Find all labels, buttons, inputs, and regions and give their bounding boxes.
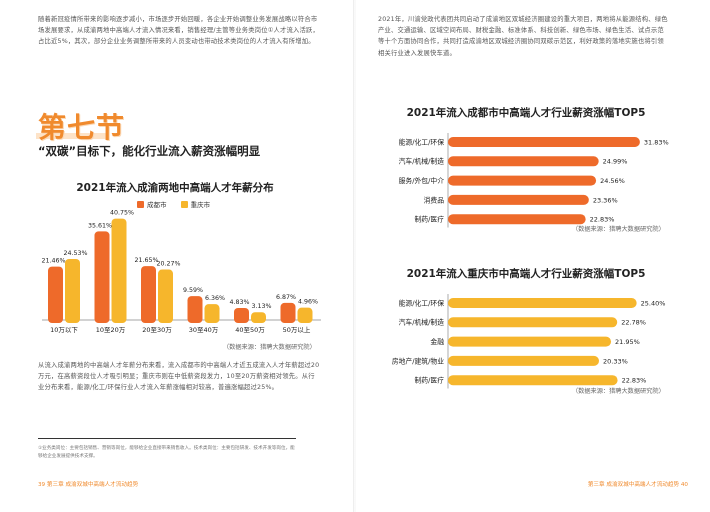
data-label: 20.33% — [603, 357, 628, 365]
data-label: 24.53% — [63, 250, 87, 257]
bar-chengdu — [141, 266, 156, 323]
category-label: 汽车/机械/制造 — [399, 157, 445, 166]
bar-chengdu — [187, 296, 203, 323]
right-page-footer: 第三章 成渝双城中高端人才流动趋势 40 — [587, 482, 688, 488]
data-label: 6.87% — [276, 294, 296, 301]
salary-chart-title: 2021年流入成渝两地中高端人才年薪分布 — [76, 182, 274, 194]
bar-chongqing — [65, 258, 80, 323]
bar — [448, 175, 597, 186]
category-label: 20至30万 — [142, 326, 172, 334]
category-label: 服务/外包/中介 — [399, 176, 445, 185]
data-label: 21.65% — [134, 257, 158, 264]
chongqing-chart-source: （数据来源：猎聘大数据研究院） — [572, 388, 665, 395]
legend-swatch-chengdu — [137, 200, 144, 208]
chengdu-chart-title: 2021年流入成都市中高端人才行业薪资涨幅TOP5 — [406, 107, 646, 119]
chengdu-chart-source: （数据来源：猎聘大数据研究院） — [572, 226, 665, 233]
bar — [448, 298, 637, 308]
data-label: 25.40% — [641, 299, 666, 307]
category-label: 房地产/建筑/物业 — [392, 356, 444, 365]
bar-chongqing — [111, 218, 127, 323]
category-label: 30至40万 — [189, 326, 219, 334]
salary-distribution-chart: 21.46%24.53% 10万以下 35.61% 40.75% 10至20万 21.65… — [41, 210, 321, 334]
legend-swatch-chongqing — [180, 200, 188, 208]
data-label: 21.46% — [41, 258, 65, 265]
body-paragraph: 从流入成渝两地的中高端人才年薪分布来看，流入成都市的中高端人才近五成流入人才年薪… — [38, 362, 320, 392]
category-label: 10万以下 — [50, 326, 78, 334]
bar-chongqing — [204, 304, 220, 323]
category-label: 50万以上 — [283, 325, 311, 334]
category-label: 能源/化工/环保 — [399, 298, 445, 307]
bar — [448, 156, 599, 167]
category-label: 消费品 — [424, 195, 445, 204]
category-label: 10至20万 — [96, 326, 126, 334]
data-label: 22.78% — [621, 319, 646, 327]
footnote-divider — [38, 438, 296, 439]
data-label: 22.83% — [622, 377, 647, 385]
bar-chengdu — [234, 307, 249, 323]
data-label: 3.13% — [251, 303, 271, 310]
data-label: 9.59% — [183, 287, 203, 294]
bar-chengdu — [48, 266, 63, 323]
bar — [448, 336, 612, 347]
salary-chart-source: （数据来源：猎聘大数据研究院） — [223, 344, 316, 351]
bar-chengdu — [94, 231, 110, 323]
salary-chart-legend: 成都市 重庆市 — [137, 199, 210, 209]
category-label: 汽车/机械/制造 — [399, 318, 445, 327]
data-label: 23.36% — [593, 196, 618, 204]
data-label: 24.56% — [600, 177, 625, 185]
data-label: 4.83% — [229, 299, 249, 306]
bar — [448, 317, 618, 328]
bar — [448, 137, 640, 147]
data-label: 24.99% — [603, 158, 628, 166]
data-label: 31.83% — [644, 138, 669, 146]
category-label: 制药/医疗 — [415, 376, 445, 385]
legend-label-chengdu: 成都市 — [147, 201, 167, 209]
section-number: 第七节 — [38, 111, 126, 144]
category-label: 40至50万 — [235, 326, 265, 334]
data-label: 40.75% — [110, 210, 134, 217]
left-page: 随着新冠疫情所带来的影响逐步减小，市场逐步开始回暖，各企业开始调整业务发展战略以… — [0, 0, 354, 512]
bar — [448, 375, 618, 386]
category-label: 金融 — [430, 337, 444, 346]
book-gutter — [353, 0, 357, 512]
bar-chongqing — [251, 312, 266, 323]
footnote: ①业务类岗位：主要包括销售、营销等岗位，能够给企业直接带来销售收入。技术类岗位：… — [38, 446, 295, 459]
category-label: 能源/化工/环保 — [399, 137, 445, 146]
chengdu-industry-chart: 能源/化工/环保 31.83% 汽车/机械/制造 24.99% 服务/外包/中介 24.5… — [399, 133, 669, 228]
data-label: 35.61% — [88, 222, 112, 229]
chongqing-industry-chart: 能源/化工/环保 25.40% 汽车/机械/制造 22.78% 金融 21.95% 房地产/… — [392, 294, 666, 389]
bar-chengdu — [280, 302, 296, 323]
bar — [448, 194, 589, 205]
bar-chongqing — [297, 307, 313, 323]
data-label: 20.27% — [156, 261, 180, 268]
data-label: 4.96% — [298, 299, 318, 306]
data-label: 22.83% — [590, 216, 615, 224]
right-page: 2021年，川渝党政代表团共同启动了成渝地区双城经济圈建设的重大项目，两地将从能… — [356, 0, 710, 512]
category-label: 制药/医疗 — [415, 215, 445, 224]
section-number-underline — [36, 133, 108, 139]
intro-paragraph: 随着新冠疫情所带来的影响逐步减小，市场逐步开始回暖，各企业开始调整业务发展战略以… — [38, 16, 320, 46]
chongqing-chart-title: 2021年流入重庆市中高端人才行业薪资涨幅TOP5 — [406, 268, 646, 280]
bar-chongqing — [158, 269, 173, 323]
bar — [448, 355, 600, 366]
right-intro-paragraph: 2021年，川渝党政代表团共同启动了成渝地区双城经济圈建设的重大项目，两地将从能… — [378, 16, 668, 57]
data-label: 6.36% — [205, 295, 225, 302]
section-title: “双碳”目标下，能化行业流入薪资涨幅明显 — [38, 144, 261, 158]
data-label: 21.95% — [615, 338, 640, 346]
legend-label-chongqing: 重庆市 — [190, 201, 211, 209]
bar — [448, 214, 586, 225]
left-page-footer: 39 第三章 成渝双城中高端人才流动趋势 — [38, 482, 139, 488]
